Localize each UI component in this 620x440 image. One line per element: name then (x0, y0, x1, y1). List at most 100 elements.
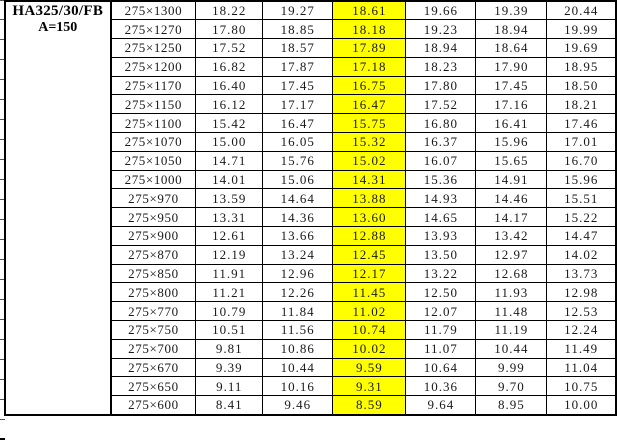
value-cell: 17.52 (195, 38, 264, 58)
value-cell: 10.16 (262, 376, 334, 397)
value-cell: 9.11 (195, 376, 264, 397)
table-row: 275×650 9.11 10.16 9.31 10.36 9.70 10.75 (5, 376, 617, 397)
value-cell: 12.24 (546, 320, 617, 340)
value-cell: 11.84 (262, 301, 334, 322)
highlighted-value-cell: 12.88 (332, 226, 407, 246)
gridline-tick (0, 260, 5, 280)
value-cell: 12.19 (195, 244, 264, 265)
gridline-tick (0, 40, 5, 60)
size-label-cell: 275×900 (110, 226, 197, 246)
model-header-cell: HA325/30/FB A=150 (4, 0, 112, 416)
value-cell: 12.53 (546, 301, 617, 322)
table-row: 275×1050 14.71 15.76 15.02 16.07 15.65 16.70 (5, 150, 617, 171)
value-cell: 14.17 (475, 207, 548, 228)
value-cell: 12.50 (405, 282, 477, 303)
gridline-tick (0, 120, 5, 140)
value-cell: 18.94 (405, 38, 477, 58)
value-cell: 14.93 (405, 188, 477, 209)
size-label-cell: 275×870 (110, 244, 197, 265)
gridline-tick (0, 320, 5, 340)
gridline-tick (0, 240, 5, 260)
size-label-cell: 275×650 (110, 376, 197, 397)
value-cell: 9.46 (262, 395, 334, 416)
value-cell: 16.80 (405, 113, 477, 134)
value-cell: 17.80 (405, 75, 477, 96)
value-cell: 13.31 (195, 207, 264, 228)
value-cell: 9.70 (475, 376, 548, 397)
value-cell: 17.80 (195, 19, 264, 40)
value-cell: 9.99 (475, 357, 548, 378)
value-cell: 19.66 (405, 0, 477, 21)
value-cell: 16.41 (475, 113, 548, 134)
size-label-cell: 275×1100 (110, 113, 197, 134)
value-cell: 11.04 (546, 357, 617, 378)
highlighted-value-cell: 10.02 (332, 338, 407, 359)
value-cell: 18.64 (475, 38, 548, 58)
size-label-cell: 275×1000 (110, 169, 197, 190)
highlighted-value-cell: 18.61 (332, 0, 407, 21)
table-row: 275×1100 15.42 16.47 15.75 16.80 16.41 17.46 (5, 113, 617, 134)
highlighted-value-cell: 16.47 (332, 94, 407, 115)
table-row: 275×950 13.31 14.36 13.60 14.65 14.17 15.22 (5, 207, 617, 228)
value-cell: 13.42 (475, 226, 548, 246)
value-cell: 19.99 (546, 19, 617, 40)
value-cell: 11.07 (405, 338, 477, 359)
value-cell: 19.39 (475, 0, 548, 21)
table-row: 275×1200 16.82 17.87 17.18 18.23 17.90 18.95 (5, 56, 617, 77)
model-spec: A=150 (38, 20, 78, 35)
model-name: HA325/30/FB (12, 3, 104, 19)
value-cell: 16.37 (405, 132, 477, 152)
gridline-tick (0, 340, 5, 360)
value-cell: 15.36 (405, 169, 477, 190)
value-cell: 16.05 (262, 132, 334, 152)
value-cell: 19.27 (262, 0, 334, 21)
value-cell: 12.98 (546, 282, 617, 303)
value-cell: 10.00 (546, 395, 617, 416)
value-cell: 16.40 (195, 75, 264, 96)
value-cell: 8.95 (475, 395, 548, 416)
value-cell: 11.21 (195, 282, 264, 303)
table-row: HA325/30/FB A=150 275×1300 18.22 19.27 18.61 1… (4, 0, 617, 416)
value-cell: 19.23 (405, 19, 477, 40)
value-cell: 15.06 (262, 169, 334, 190)
table-row: 275×970 13.59 14.64 13.88 14.93 14.46 15.51 (5, 188, 617, 209)
gridline-tick (0, 140, 5, 160)
value-cell: 17.87 (262, 56, 334, 77)
table-row: 275×750 10.51 11.56 10.74 11.79 11.19 12.24 (5, 320, 617, 340)
highlighted-value-cell: 14.31 (332, 169, 407, 190)
value-cell: 17.46 (546, 113, 617, 134)
table-row: 275×1170 16.40 17.45 16.75 17.80 17.45 18.50 (5, 75, 617, 96)
gridline-tick (0, 20, 5, 40)
value-cell: 13.50 (405, 244, 477, 265)
gridline-tick (0, 300, 5, 320)
value-cell: 9.64 (405, 395, 477, 416)
value-cell: 17.01 (546, 132, 617, 152)
gridline-tick (0, 80, 5, 100)
value-cell: 18.94 (475, 19, 548, 40)
value-cell: 8.41 (195, 395, 264, 416)
size-label-cell: 275×1050 (110, 150, 197, 171)
value-cell: 17.90 (475, 56, 548, 77)
table-row: 275×800 11.21 12.26 11.45 12.50 11.93 12.98 (5, 282, 617, 303)
value-cell: 18.50 (546, 75, 617, 96)
gridline-tick (0, 200, 5, 220)
value-cell: 14.65 (405, 207, 477, 228)
value-cell: 17.45 (262, 75, 334, 96)
value-cell: 11.79 (405, 320, 477, 340)
value-cell: 13.24 (262, 244, 334, 265)
highlighted-value-cell: 17.89 (332, 38, 407, 58)
value-cell: 14.64 (262, 188, 334, 209)
size-label-cell: 275×1070 (110, 132, 197, 152)
value-cell: 13.93 (405, 226, 477, 246)
table-row: 275×1070 15.00 16.05 15.32 16.37 15.96 17.01 (5, 132, 617, 152)
value-cell: 11.56 (262, 320, 334, 340)
value-cell: 12.97 (475, 244, 548, 265)
highlighted-value-cell: 10.74 (332, 320, 407, 340)
value-cell: 12.07 (405, 301, 477, 322)
highlighted-value-cell: 16.75 (332, 75, 407, 96)
value-cell: 18.57 (262, 38, 334, 58)
size-label-cell: 275×1200 (110, 56, 197, 77)
value-cell: 14.36 (262, 207, 334, 228)
highlighted-value-cell: 17.18 (332, 56, 407, 77)
value-cell: 13.73 (546, 263, 617, 284)
